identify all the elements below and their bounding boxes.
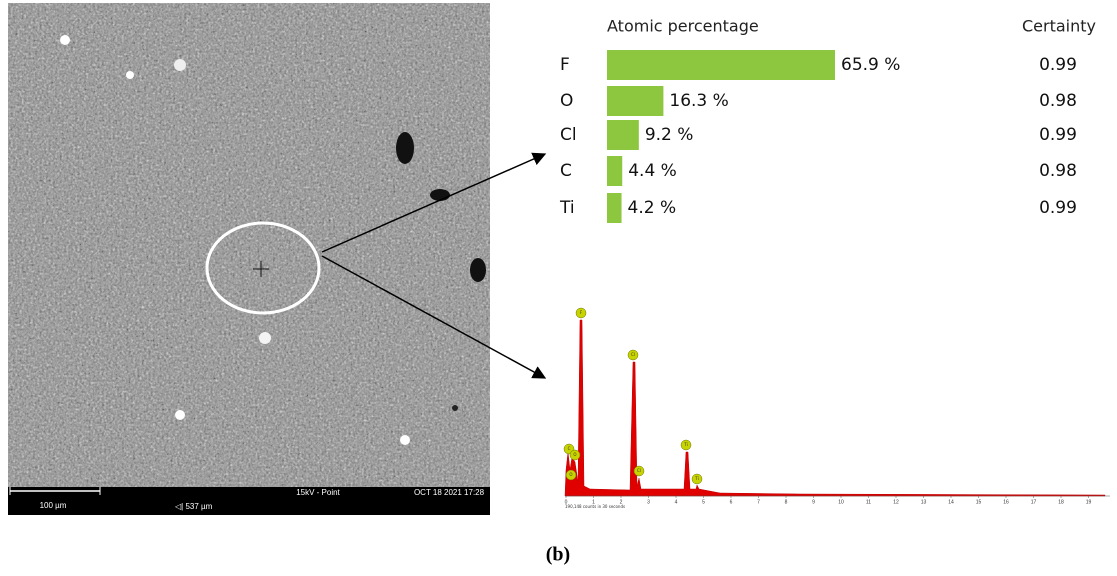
x-tick-label: 13: [921, 499, 927, 505]
bar: [607, 156, 623, 186]
element-label: Cl: [560, 125, 577, 145]
bar: [607, 193, 622, 223]
bar: [607, 120, 639, 150]
x-tick-label: 9: [812, 499, 815, 505]
x-tick-label: 5: [702, 499, 705, 505]
peak-label: Ti: [683, 442, 687, 447]
peak-marker: [691, 473, 703, 485]
element-label: O: [560, 91, 573, 111]
peak-marker: [633, 465, 645, 477]
sem-mode: 15kV - Point: [296, 488, 340, 497]
x-tick-label: 7: [757, 499, 760, 505]
peak-label: O: [573, 452, 576, 457]
field-width: ◁| 537 µm: [175, 502, 213, 511]
peak-marker: [569, 449, 581, 461]
spectrum: [564, 319, 1110, 497]
peak-label: O: [569, 472, 572, 477]
certainty: 0.99: [1039, 55, 1077, 75]
certainty: 0.98: [1039, 161, 1077, 181]
x-tick-label: 0: [565, 499, 568, 505]
column-header: Atomic percentage: [607, 17, 759, 36]
x-tick-label: 4: [675, 499, 678, 505]
peak-label: Ti: [694, 476, 698, 481]
x-tick-label: 11: [866, 499, 871, 505]
certainty: 0.99: [1039, 198, 1077, 218]
x-tick-label: 18: [1058, 499, 1064, 505]
value-label: 16.3 %: [669, 91, 728, 111]
sem-image: [8, 3, 490, 515]
x-tick-label: 6: [730, 499, 733, 505]
x-tick-label: 10: [838, 499, 844, 505]
peak-label: C: [568, 446, 571, 451]
x-tick-label: 8: [785, 499, 788, 505]
bar: [607, 86, 664, 116]
scale-bar-label: 100 µm: [40, 501, 67, 510]
certainty: 0.99: [1039, 125, 1077, 145]
sem-timestamp: OCT 18 2021 17:28: [414, 488, 485, 497]
bar: [607, 50, 836, 80]
x-tick-label: 17: [1031, 499, 1037, 505]
peak-marker: [575, 307, 587, 319]
certainty: 0.98: [1039, 91, 1077, 111]
x-tick-label: 16: [1003, 499, 1009, 505]
x-tick-label: 12: [893, 499, 899, 505]
x-tick-label: 3: [647, 499, 650, 505]
value-label: 4.2 %: [628, 198, 677, 218]
peak-marker: [627, 349, 639, 361]
peak-label: F: [580, 310, 583, 315]
x-tick-label: 2: [620, 499, 623, 505]
value-label: 65.9 %: [841, 55, 900, 75]
arrow: [321, 152, 547, 253]
peak-marker: [565, 469, 577, 481]
value-label: 9.2 %: [645, 125, 694, 145]
value-label: 4.4 %: [628, 161, 677, 181]
peak-label: Cl: [631, 352, 635, 357]
x-tick-label: 14: [948, 499, 954, 505]
column-header: Certainty: [1022, 17, 1096, 36]
x-tick-label: 1: [592, 499, 595, 505]
peak-marker: [680, 439, 692, 451]
x-tick-label: 19: [1086, 499, 1092, 505]
element-label: Ti: [559, 198, 575, 218]
x-tick-label: 15: [976, 499, 982, 505]
counts-note: 190,148 counts in 30 seconds: [565, 504, 625, 509]
caption: (b): [546, 544, 570, 566]
element-label: F: [560, 55, 570, 75]
element-label: C: [560, 161, 572, 181]
arrow: [321, 255, 547, 379]
peak-label: Cl: [637, 468, 641, 473]
